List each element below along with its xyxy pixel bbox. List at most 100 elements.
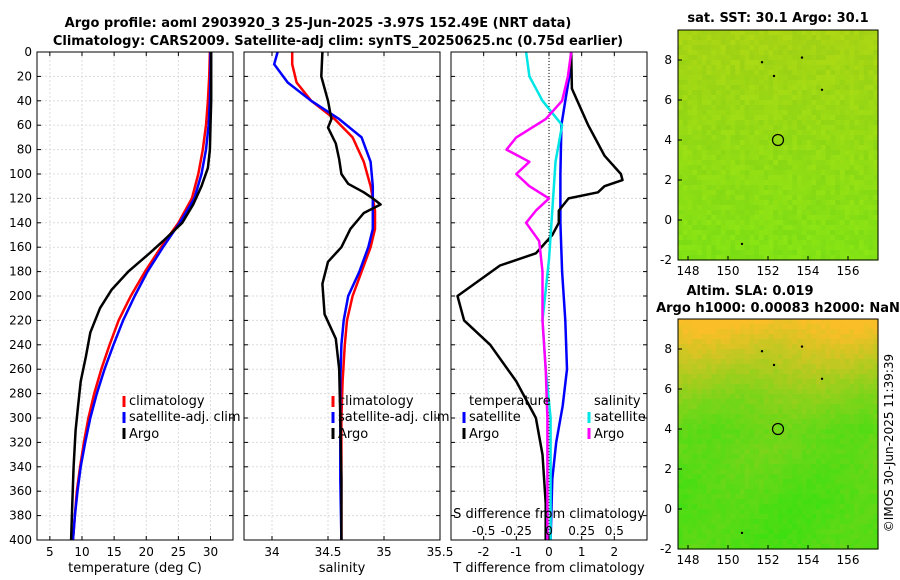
map-cell	[830, 195, 836, 201]
map-cell	[744, 374, 751, 380]
map-cell	[801, 539, 808, 545]
map-cell	[773, 125, 779, 131]
map-cell	[849, 45, 855, 51]
map-cell	[778, 379, 784, 385]
map-cell	[682, 90, 689, 96]
map-cell	[697, 225, 703, 231]
map-cell	[863, 75, 870, 81]
map-cell	[725, 75, 731, 81]
map-cell	[830, 424, 836, 430]
map-cell	[735, 225, 741, 231]
map-cell	[720, 529, 727, 535]
map-cell	[825, 364, 831, 370]
map-cell	[835, 115, 841, 121]
map-cell	[839, 369, 846, 375]
map-cell	[820, 369, 827, 375]
map-cell	[782, 419, 789, 425]
map-cell	[868, 170, 874, 176]
map-cell	[816, 100, 822, 106]
map-cell	[701, 374, 708, 380]
map-cell	[754, 65, 760, 71]
map-x-tick-label: 152	[757, 553, 780, 567]
map-cell	[858, 399, 865, 405]
map-cell	[773, 419, 779, 425]
map-cell	[754, 334, 760, 340]
map-cell	[716, 444, 722, 450]
map-cell	[868, 424, 874, 430]
map-cell	[725, 519, 731, 525]
map-cell	[749, 95, 755, 101]
map-cell	[806, 494, 812, 500]
map-cell	[720, 329, 727, 335]
x-tick-label: 15	[106, 545, 121, 559]
map-cell	[720, 130, 727, 136]
map-cell	[678, 419, 684, 425]
map-cell	[830, 529, 836, 535]
map-cell	[825, 339, 831, 345]
map-cell	[806, 150, 812, 156]
map-cell	[682, 65, 689, 71]
map-cell	[692, 414, 698, 420]
map-cell	[849, 210, 855, 216]
map-cell	[687, 374, 693, 380]
map-cell	[787, 45, 793, 51]
map-cell	[749, 509, 755, 515]
map-cell	[792, 329, 798, 335]
map-cell	[754, 354, 760, 360]
map-cell	[725, 125, 731, 131]
y-tick-label: 300	[9, 411, 32, 425]
map-cell	[854, 489, 860, 495]
map-cell	[849, 230, 855, 236]
map-cell	[768, 539, 774, 545]
temperature-x-label: temperature (deg C)	[68, 561, 202, 576]
map-cell	[678, 354, 684, 360]
map-cell	[706, 110, 712, 116]
map-cell	[792, 180, 798, 186]
map-cell	[858, 524, 865, 530]
map-cell	[792, 419, 798, 425]
map-cell	[711, 524, 717, 530]
map-cell	[873, 389, 879, 395]
map-cell	[687, 329, 693, 335]
map-cell	[806, 544, 812, 550]
map-cell	[678, 205, 684, 211]
map-cell	[716, 175, 722, 181]
map-cell	[716, 135, 722, 141]
map-cell	[739, 439, 746, 445]
map-cell	[697, 324, 703, 330]
map-cell	[711, 534, 717, 540]
map-cell	[768, 379, 774, 385]
map-cell	[839, 155, 846, 161]
map-cell	[830, 145, 836, 151]
map-cell	[787, 349, 793, 355]
map-cell	[735, 60, 741, 66]
map-cell	[711, 384, 717, 390]
map-cell	[863, 544, 870, 550]
map-cell	[825, 50, 831, 56]
map-cell	[820, 354, 827, 360]
map-cell	[730, 90, 736, 96]
map-cell	[801, 175, 808, 181]
map-cell	[725, 439, 731, 445]
map-cell	[768, 190, 774, 196]
map-cell	[701, 334, 708, 340]
map-cell	[839, 190, 846, 196]
map-cell	[801, 255, 808, 261]
map-cell	[816, 220, 822, 226]
map-cell	[849, 414, 855, 420]
map-cell	[787, 514, 793, 520]
map-cell	[792, 394, 798, 400]
map-cell	[858, 544, 865, 550]
map-cell	[844, 90, 851, 96]
map-cell	[768, 70, 774, 76]
map-cell	[849, 80, 855, 86]
map-cell	[825, 449, 831, 455]
map-cell	[716, 230, 722, 236]
map-cell	[749, 354, 755, 360]
map-cell	[720, 449, 727, 455]
map-cell	[735, 190, 741, 196]
map-cell	[787, 105, 793, 111]
map-cell	[868, 195, 874, 201]
map-cell	[868, 115, 874, 121]
map-cell	[739, 344, 746, 350]
